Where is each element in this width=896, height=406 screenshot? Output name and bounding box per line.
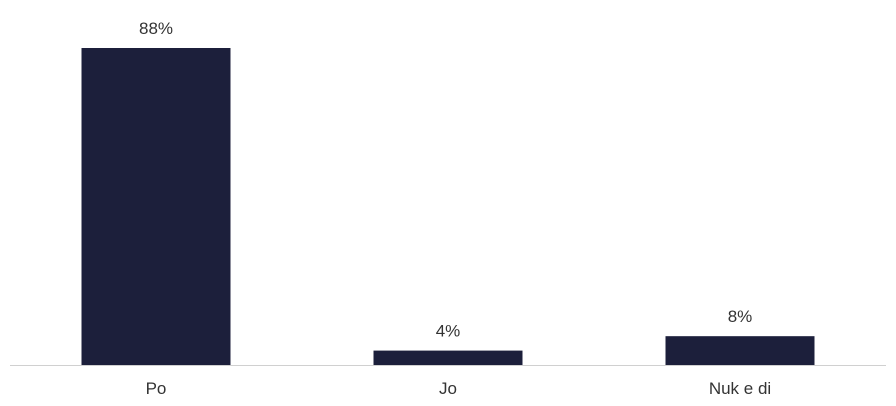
value-label-jo: 4% [436, 322, 461, 341]
value-labels-group: 88% 4% 8% [139, 19, 752, 341]
bar-nuk-e-di [665, 336, 815, 365]
x-tick-label-jo: Jo [439, 379, 457, 398]
bar-jo [373, 350, 523, 365]
value-label-nuk-e-di: 8% [728, 307, 753, 326]
value-label-po: 88% [139, 19, 173, 38]
bars-group [81, 48, 815, 365]
x-tick-labels-group: Po Jo Nuk e di [146, 379, 772, 398]
x-tick-label-nuk-e-di: Nuk e di [709, 379, 771, 398]
bar-po [81, 48, 231, 365]
x-tick-label-po: Po [146, 379, 167, 398]
